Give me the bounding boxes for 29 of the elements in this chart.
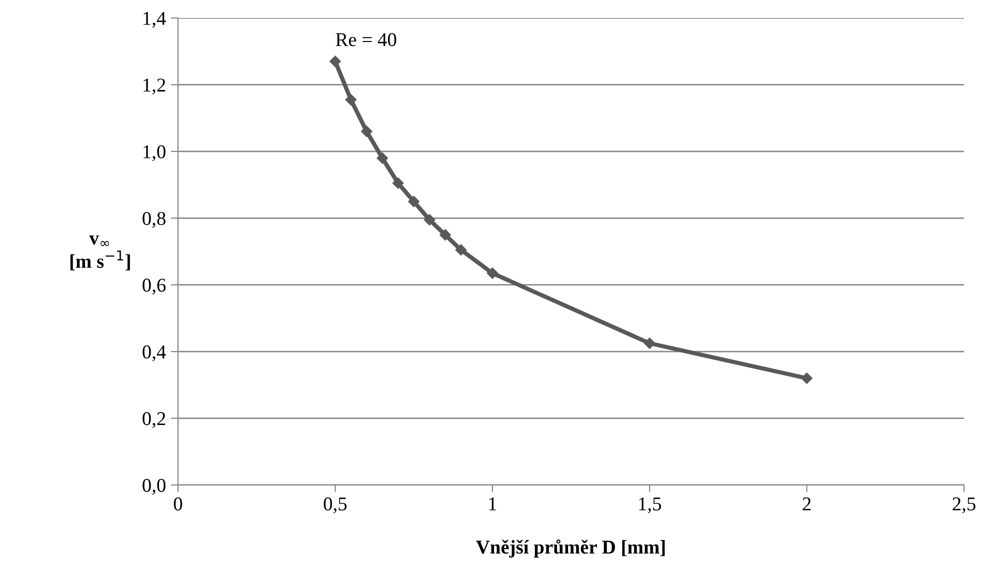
- point: [408, 196, 420, 208]
- x-tick-label: 0,5: [324, 497, 347, 514]
- y-tick-label: 0,8: [142, 212, 166, 228]
- point: [361, 126, 372, 138]
- y-tick-label: 0,4: [142, 345, 166, 362]
- point: [392, 178, 404, 189]
- x-tick-label: 1: [489, 497, 496, 510]
- point: [330, 56, 341, 67]
- y-axis-title: v$_{∞}$ [m s$^{−1}$]: [70, 236, 130, 270]
- y-tick-label: 1,0: [144, 145, 166, 162]
- x-tick-label: 0: [174, 497, 182, 510]
- x-tick-label: 1,5: [639, 497, 661, 514]
- point: [424, 214, 436, 226]
- x-tick-label: 2: [802, 497, 811, 510]
- annotation: Re = 40: [336, 33, 396, 46]
- point: [801, 372, 812, 384]
- point: [440, 229, 451, 240]
- point: [644, 338, 656, 349]
- y-tick-label: 1,2: [144, 78, 166, 94]
- y-tick-label: 1,4: [144, 12, 166, 28]
- y-tick-label: 0,2: [142, 412, 166, 428]
- x-tick-label: 2,5: [952, 497, 976, 514]
- point: [455, 244, 467, 256]
- y-tick-label: 0,6: [142, 278, 166, 295]
- point: [486, 268, 498, 279]
- point: [345, 94, 357, 106]
- x-axis-title: Vnější průměr D [mm]: [476, 539, 665, 558]
- point: [376, 152, 388, 164]
- y-tick-label: 0,0: [142, 478, 166, 495]
